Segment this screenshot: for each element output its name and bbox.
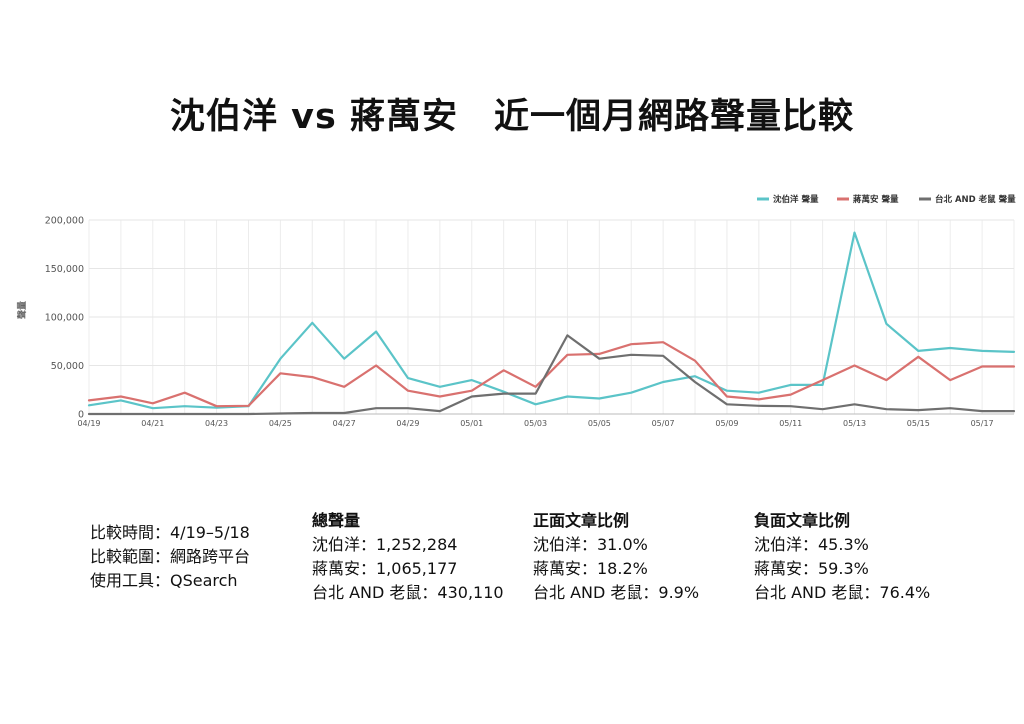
negative-ratio-line: 蔣萬安：59.3% [754,559,869,578]
y-tick-label: 100,000 [45,313,84,324]
x-tick-label: 04/29 [396,419,419,428]
positive-ratio-line: 沈伯洋：31.0% [533,535,648,554]
legend-label: 沈伯洋 聲量 [773,194,819,205]
y-axis-label: 聲量 [16,301,28,319]
total-volume-line: 蔣萬安：1,065,177 [312,559,458,578]
series-line [87,341,1016,408]
negative-ratio-heading: 負面文章比例 [754,511,851,530]
y-tick-label: 200,000 [45,216,84,227]
series-line [87,231,1016,410]
positive-ratio-line: 台北 AND 老鼠：9.9% [533,583,700,602]
positive-ratio-block: 正面文章比例 沈伯洋：31.0% 蔣萬安：18.2% 台北 AND 老鼠：9.9… [533,509,699,605]
line-chart: 0 50,000 100,000 150,000 200,000 04/19 04/21 04… [16,194,1016,428]
total-volume-block: 總聲量 沈伯洋：1,252,284 蔣萬安：1,065,177 台北 AND 老… [312,509,504,605]
y-tick-label: 150,000 [45,264,84,275]
negative-ratio-line: 沈伯洋：45.3% [754,535,869,554]
positive-ratio-heading: 正面文章比例 [533,511,630,530]
x-tick-label: 04/23 [205,419,228,428]
x-tick-label: 05/15 [907,419,930,428]
total-volume-heading: 總聲量 [312,511,361,530]
x-tick-label: 05/13 [843,419,866,428]
x-tick-label: 05/11 [779,419,802,428]
x-tick-label: 05/01 [460,419,483,428]
x-tick-label: 05/17 [971,419,994,428]
y-tick-label: 50,000 [51,361,84,372]
x-tick-label: 04/19 [77,419,100,428]
legend-label: 台北 AND 老鼠 聲量 [935,194,1016,205]
series-line [87,334,1016,416]
total-volume-line: 台北 AND 老鼠：430,110 [312,583,504,602]
x-tick-label: 05/09 [715,419,738,428]
legend-label: 蔣萬安 聲量 [853,194,899,205]
x-tick-label: 05/07 [652,419,675,428]
x-tick-label: 04/21 [141,419,164,428]
x-tick-label: 04/25 [269,419,292,428]
comparison-scope: 比較範圍：網路跨平台 [90,547,251,566]
comparison-period: 比較時間：4/19–5/18 [90,523,250,542]
positive-ratio-line: 蔣萬安：18.2% [533,559,648,578]
x-tick-label: 04/27 [333,419,356,428]
comparison-info: 比較時間：4/19–5/18 比較範圍：網路跨平台 使用工具：QSearch [90,521,250,593]
negative-ratio-line: 台北 AND 老鼠：76.4% [754,583,931,602]
total-volume-line: 沈伯洋：1,252,284 [312,535,458,554]
tool-used: 使用工具：QSearch [90,571,238,590]
x-tick-label: 05/05 [588,419,611,428]
x-tick-label: 05/03 [524,419,547,428]
page-title: 沈伯洋 vs 蔣萬安 近一個月網路聲量比較 [169,97,855,137]
y-tick-label: 0 [78,410,84,421]
negative-ratio-block: 負面文章比例 沈伯洋：45.3% 蔣萬安：59.3% 台北 AND 老鼠：76.… [754,509,930,605]
